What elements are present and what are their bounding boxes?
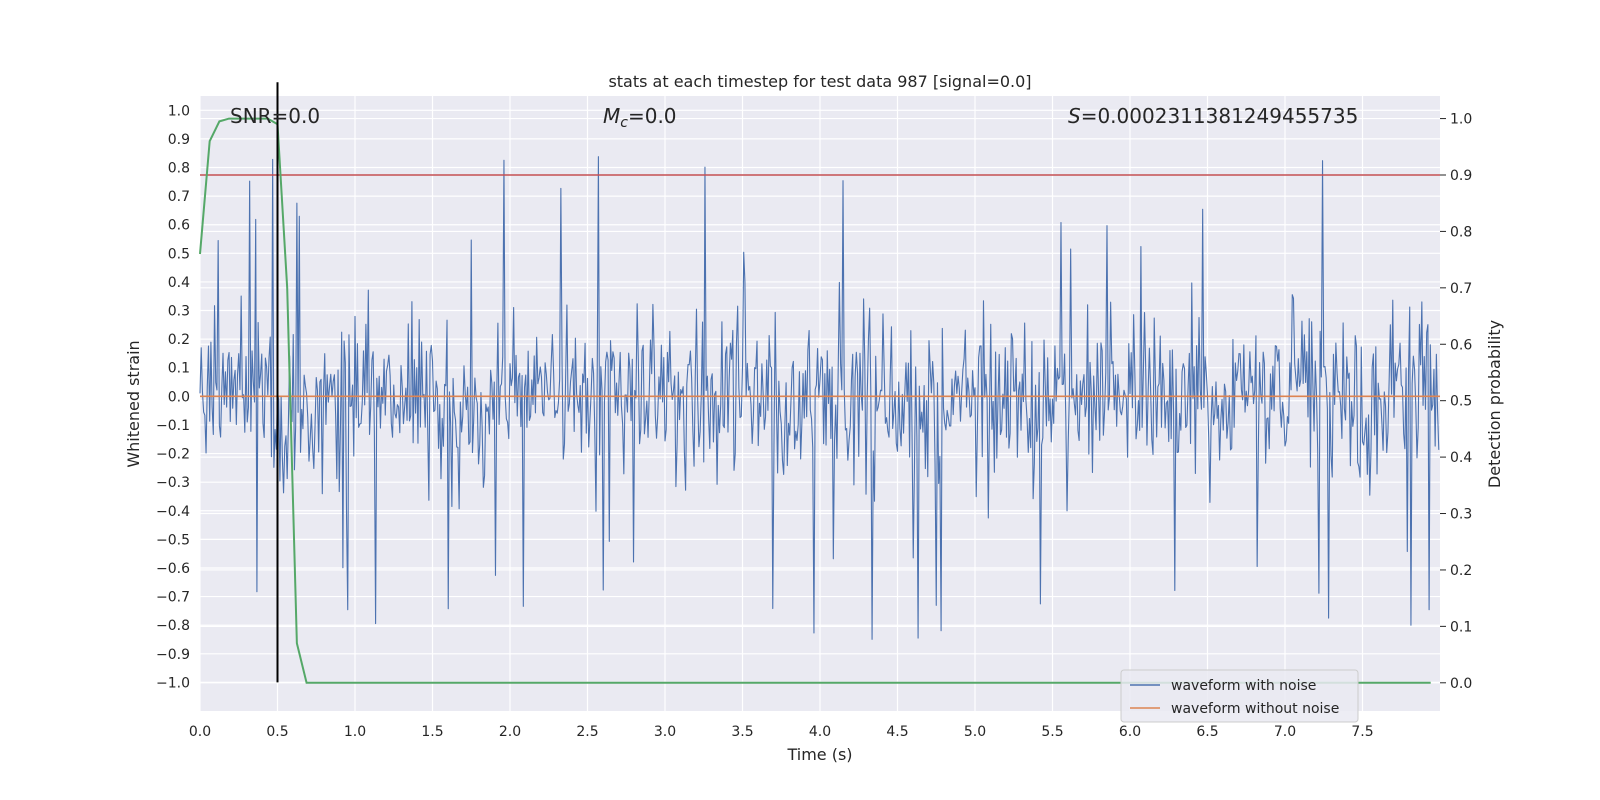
- x-tick-label: 0.0: [189, 724, 211, 740]
- s-annotation: S=0.0002311381249455735: [1068, 104, 1358, 128]
- y-tick-label: −0.3: [156, 475, 190, 491]
- y-tick-label: −0.2: [156, 447, 190, 463]
- y-tick-label: 0.9: [168, 132, 190, 148]
- x-tick-label: 6.5: [1196, 724, 1218, 740]
- x-tick-label: 3.0: [654, 724, 676, 740]
- y-right-tick-label: 0.5: [1450, 394, 1472, 410]
- y-tick-label: 1.0: [168, 103, 190, 119]
- y-tick-label: −0.6: [156, 561, 190, 577]
- x-tick-label: 7.0: [1274, 724, 1296, 740]
- waveform-with-noise-line: [199, 156, 1440, 640]
- x-tick-label: 7.5: [1351, 724, 1373, 740]
- mc-annotation: Mc=0.0: [603, 104, 677, 131]
- y-tick-label: 0.1: [168, 361, 190, 377]
- x-tick-label: 5.5: [1041, 724, 1063, 740]
- y-right-tick-label: 0.3: [1450, 507, 1472, 523]
- x-tick-label: 2.0: [499, 724, 521, 740]
- y-right-axis-label: Detection probability: [1485, 320, 1504, 488]
- y-tick-label: −0.9: [156, 647, 190, 663]
- y-tick-label: 0.6: [168, 218, 190, 234]
- x-tick-label: 1.5: [421, 724, 443, 740]
- y-tick-label: −0.1: [156, 418, 190, 434]
- x-tick-label: 0.5: [266, 724, 288, 740]
- legend-label-waveform-with-noise: waveform with noise: [1171, 678, 1316, 694]
- y-right-tick-label: 0.7: [1450, 281, 1472, 297]
- y-right-tick-label: 0.0: [1450, 676, 1472, 692]
- y-tick-label: 0.8: [168, 161, 190, 177]
- x-tick-label: 6.0: [1119, 724, 1141, 740]
- s-symbol: S: [1068, 104, 1081, 128]
- x-tick-label: 5.0: [964, 724, 986, 740]
- legend-box: [1120, 669, 1359, 723]
- detection-probability-line: [199, 117, 1431, 684]
- y-tick-label: 0.7: [168, 189, 190, 205]
- legend: waveform with noise waveform without noi…: [1120, 669, 1359, 723]
- y-right-tick-label: 0.6: [1450, 337, 1472, 353]
- y-tick-label: 0.2: [168, 332, 190, 348]
- y-tick-label: −0.8: [156, 618, 190, 634]
- x-tick-label: 2.5: [576, 724, 598, 740]
- x-tick-label: 3.5: [731, 724, 753, 740]
- snr-annotation: SNR=0.0: [230, 104, 320, 128]
- y-right-tick-label: 0.8: [1450, 224, 1472, 240]
- legend-label-waveform-without-noise: waveform without noise: [1171, 701, 1339, 717]
- y-tick-label: 0.5: [168, 246, 190, 262]
- y-tick-label: −0.4: [156, 504, 190, 520]
- x-tick-label: 1.0: [344, 724, 366, 740]
- x-tick-label: 4.5: [886, 724, 908, 740]
- y-tick-label: −0.5: [156, 532, 190, 548]
- waveform-with-noise-series: [199, 156, 1440, 640]
- y-tick-label: 0.0: [168, 389, 190, 405]
- mc-subscript: c: [620, 115, 628, 131]
- x-axis-label: Time (s): [786, 745, 852, 764]
- y-axis-label: Whitened strain: [124, 340, 143, 467]
- y-tick-label: −0.7: [156, 590, 190, 606]
- y-right-tick-label: 0.4: [1450, 450, 1472, 466]
- y-tick-label: 0.3: [168, 304, 190, 320]
- x-tick-label: 4.0: [809, 724, 831, 740]
- y-right-tick-label: 0.1: [1450, 619, 1472, 635]
- y-right-tick-label: 0.9: [1450, 168, 1472, 184]
- y-tick-label: −1.0: [156, 675, 190, 691]
- s-value: =0.0002311381249455735: [1081, 104, 1359, 128]
- y-tick-label: 0.4: [168, 275, 190, 291]
- mc-symbol: M: [603, 104, 620, 128]
- chart-title: stats at each timestep for test data 987…: [608, 72, 1031, 91]
- mc-value: =0.0: [628, 104, 677, 128]
- y-right-tick-label: 1.0: [1450, 112, 1472, 128]
- y-right-tick-label: 0.2: [1450, 563, 1472, 579]
